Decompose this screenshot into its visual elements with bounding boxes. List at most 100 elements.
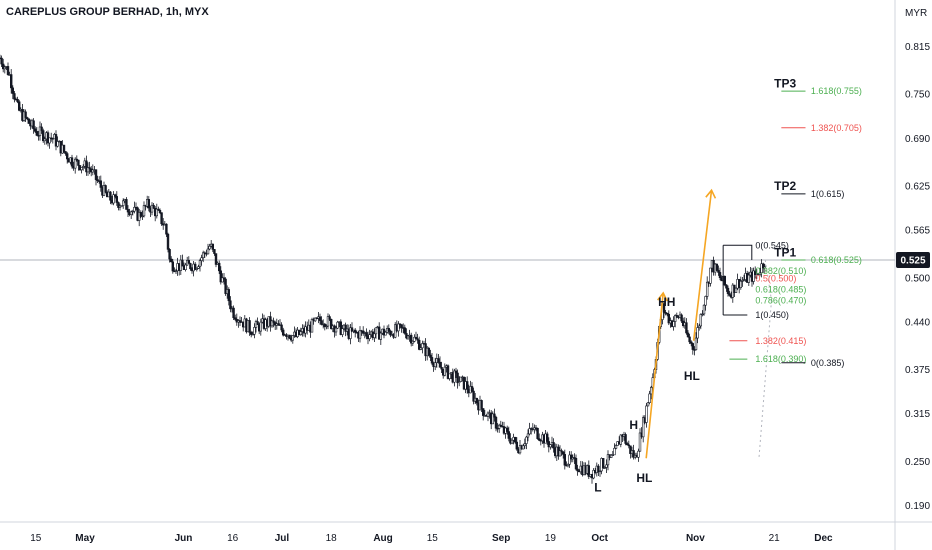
wave-label: HH	[658, 295, 675, 309]
candle-body	[365, 332, 368, 337]
projection-arrow-1-head	[656, 291, 668, 302]
candle-body	[56, 141, 59, 147]
candle-body	[694, 337, 698, 350]
x-tick-label: Jun	[175, 533, 193, 544]
candle-body	[397, 323, 400, 332]
candle-body	[325, 325, 328, 328]
x-tick-label: 16	[227, 533, 239, 544]
candle-body	[753, 270, 757, 275]
fib-left-label: 1(0.450)	[755, 310, 789, 320]
candle-body	[198, 260, 202, 268]
candle-body	[689, 341, 693, 344]
fib-left-label: 0.382(0.510)	[755, 266, 806, 276]
candle-body	[117, 202, 120, 208]
candle-body	[194, 263, 197, 270]
candle-body	[13, 93, 16, 100]
candle-body	[499, 424, 502, 427]
candle-body	[120, 205, 123, 207]
candle-body	[715, 263, 719, 271]
candle-body	[752, 270, 755, 282]
y-tick-label: 0.815	[905, 42, 930, 53]
y-tick-label: 0.625	[905, 182, 930, 193]
candle-body	[734, 287, 738, 293]
x-tick-label: Jul	[275, 533, 290, 544]
candle-body	[118, 205, 122, 208]
candle-body	[334, 327, 338, 333]
candle-body	[158, 210, 162, 213]
candle-body	[558, 450, 562, 457]
candle-body	[515, 441, 519, 450]
candle-body	[280, 324, 283, 331]
candle-body	[329, 318, 333, 329]
x-tick-label: 21	[769, 533, 781, 544]
candle-body	[513, 436, 517, 443]
candle-body	[645, 405, 648, 423]
candle-body	[448, 373, 451, 379]
candle-body	[718, 272, 722, 278]
candle-body	[232, 307, 235, 319]
fib-right-label: 0(0.385)	[811, 358, 845, 368]
candle-body	[728, 293, 731, 296]
candle-body	[147, 199, 150, 209]
candle-body	[609, 454, 613, 458]
candle-body	[310, 319, 314, 333]
candle-body	[606, 454, 610, 466]
candle-body	[171, 261, 174, 272]
candle-body	[387, 328, 390, 332]
last-price-tag	[896, 251, 930, 268]
candle-body	[33, 128, 37, 132]
y-tick-label: 0.190	[905, 501, 930, 512]
candle-body	[421, 343, 424, 349]
candle-body	[419, 347, 422, 350]
candle-body	[726, 287, 730, 294]
candle-body	[202, 252, 205, 259]
candle-body	[32, 120, 35, 130]
candle-body	[299, 331, 302, 335]
candle-body	[43, 138, 47, 142]
candle-body	[454, 370, 458, 374]
projection-arrow-1	[645, 292, 664, 459]
candle-body	[649, 387, 653, 395]
candle-body	[41, 130, 45, 142]
candle-body	[256, 321, 259, 325]
candle-body	[672, 321, 675, 327]
candle-body	[187, 260, 190, 264]
candle-body	[94, 169, 98, 180]
candle-body	[430, 357, 434, 364]
candle-body	[646, 402, 650, 407]
y-tick-label: 0.750	[905, 90, 930, 101]
candle-body	[48, 137, 51, 144]
candle-body	[613, 447, 616, 456]
candle-body	[456, 372, 459, 384]
candle-body	[206, 248, 210, 255]
wave-label: L	[594, 481, 601, 495]
candle-body	[133, 206, 136, 212]
x-tick-label: Sep	[492, 533, 510, 544]
candle-body	[597, 465, 600, 473]
candle-body	[181, 259, 184, 267]
candle-body	[339, 321, 342, 335]
candle-body	[416, 338, 419, 341]
candle-body	[80, 167, 83, 171]
candle-body	[318, 316, 322, 321]
candle-body	[573, 457, 576, 459]
candle-body	[457, 381, 461, 384]
currency-label: MYR	[905, 8, 927, 19]
x-tick-label: 19	[545, 533, 557, 544]
candle-body	[680, 314, 683, 322]
candle-body	[438, 361, 442, 368]
candle-body	[496, 427, 499, 430]
candle-body	[688, 336, 691, 343]
candle-body	[758, 272, 762, 275]
candle-body	[270, 320, 274, 327]
candle-body	[491, 413, 494, 425]
candle-body	[86, 167, 90, 173]
candle-body	[155, 208, 158, 217]
candle-body	[537, 438, 541, 441]
candle-body	[358, 330, 362, 339]
candle-body	[27, 118, 30, 124]
wave-label: H	[629, 418, 638, 432]
candle-body	[77, 159, 80, 166]
candle-body	[629, 445, 632, 454]
